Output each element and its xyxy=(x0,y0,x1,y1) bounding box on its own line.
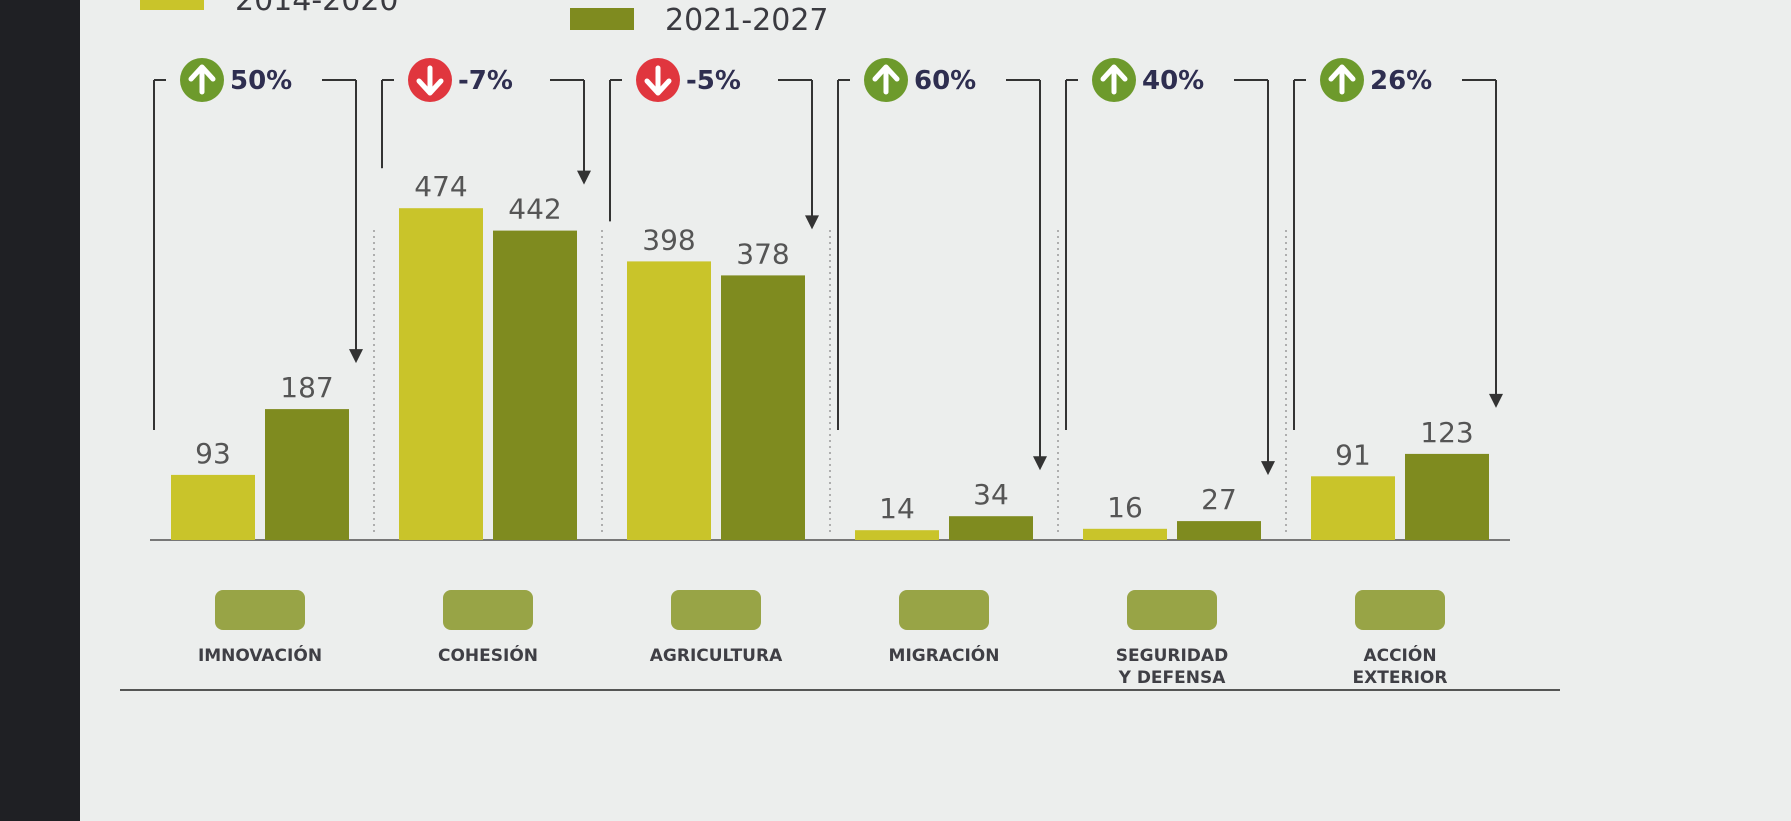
icon-arrow xyxy=(188,64,216,95)
bar xyxy=(1083,528,1167,540)
legend-swatch xyxy=(570,8,634,30)
icon-arrow xyxy=(1100,64,1128,95)
bar xyxy=(1177,521,1261,540)
value-label: 474 xyxy=(414,170,467,203)
category-icon xyxy=(671,590,761,630)
category-label: IMNOVACIÓN xyxy=(197,646,323,666)
category-label: SEGURIDAD Y DEFENSA xyxy=(1115,646,1229,688)
value-label: 34 xyxy=(973,478,1009,511)
value-label: 16 xyxy=(1107,491,1143,524)
legend-label: 2021-2027 xyxy=(665,3,829,38)
arrow-head xyxy=(1489,393,1503,408)
icon-arrow xyxy=(416,65,444,96)
legend-swatch xyxy=(140,0,204,10)
arrow-head xyxy=(577,170,591,185)
bar xyxy=(855,530,939,540)
value-label: 93 xyxy=(195,437,231,470)
change-label: -5% xyxy=(686,66,741,96)
icon-arrow xyxy=(644,65,672,96)
category-icon xyxy=(443,590,533,630)
value-label: 378 xyxy=(736,237,789,270)
category-icon xyxy=(1355,590,1445,630)
value-label: 398 xyxy=(642,223,695,256)
change-label: 40% xyxy=(1142,66,1204,96)
legend-label: 2014-2020 xyxy=(235,0,399,18)
arrow-head xyxy=(805,215,819,230)
bar xyxy=(493,230,577,540)
category-label: ACCIÓN EXTERIOR xyxy=(1352,646,1448,688)
value-label: 91 xyxy=(1335,438,1371,471)
value-label: 123 xyxy=(1420,416,1473,449)
bar xyxy=(265,409,349,540)
icon-arrow xyxy=(1328,64,1356,95)
change-label: 26% xyxy=(1370,66,1432,96)
category-label: MIGRACIÓN xyxy=(888,646,1000,666)
bar xyxy=(171,474,255,540)
bar xyxy=(949,516,1033,540)
category-icon xyxy=(215,590,305,630)
value-label: 442 xyxy=(508,193,561,226)
panel xyxy=(80,0,1791,821)
change-label: 60% xyxy=(914,66,976,96)
bar xyxy=(627,261,711,540)
value-label: 14 xyxy=(879,492,915,525)
arrow-head xyxy=(1033,456,1047,471)
bar xyxy=(1405,453,1489,540)
change-label: 50% xyxy=(230,66,292,96)
arrow-head xyxy=(349,349,363,364)
bar xyxy=(1311,476,1395,540)
value-label: 187 xyxy=(280,371,333,404)
category-label: COHESIÓN xyxy=(437,646,539,666)
bar xyxy=(399,208,483,540)
category-icon xyxy=(1127,590,1217,630)
icon-arrow xyxy=(872,64,900,95)
change-label: -7% xyxy=(458,66,513,96)
bar xyxy=(721,275,805,540)
category-label: AGRICULTURA xyxy=(649,646,783,666)
value-label: 27 xyxy=(1201,483,1237,516)
arrow-head xyxy=(1261,461,1275,476)
category-icon xyxy=(899,590,989,630)
